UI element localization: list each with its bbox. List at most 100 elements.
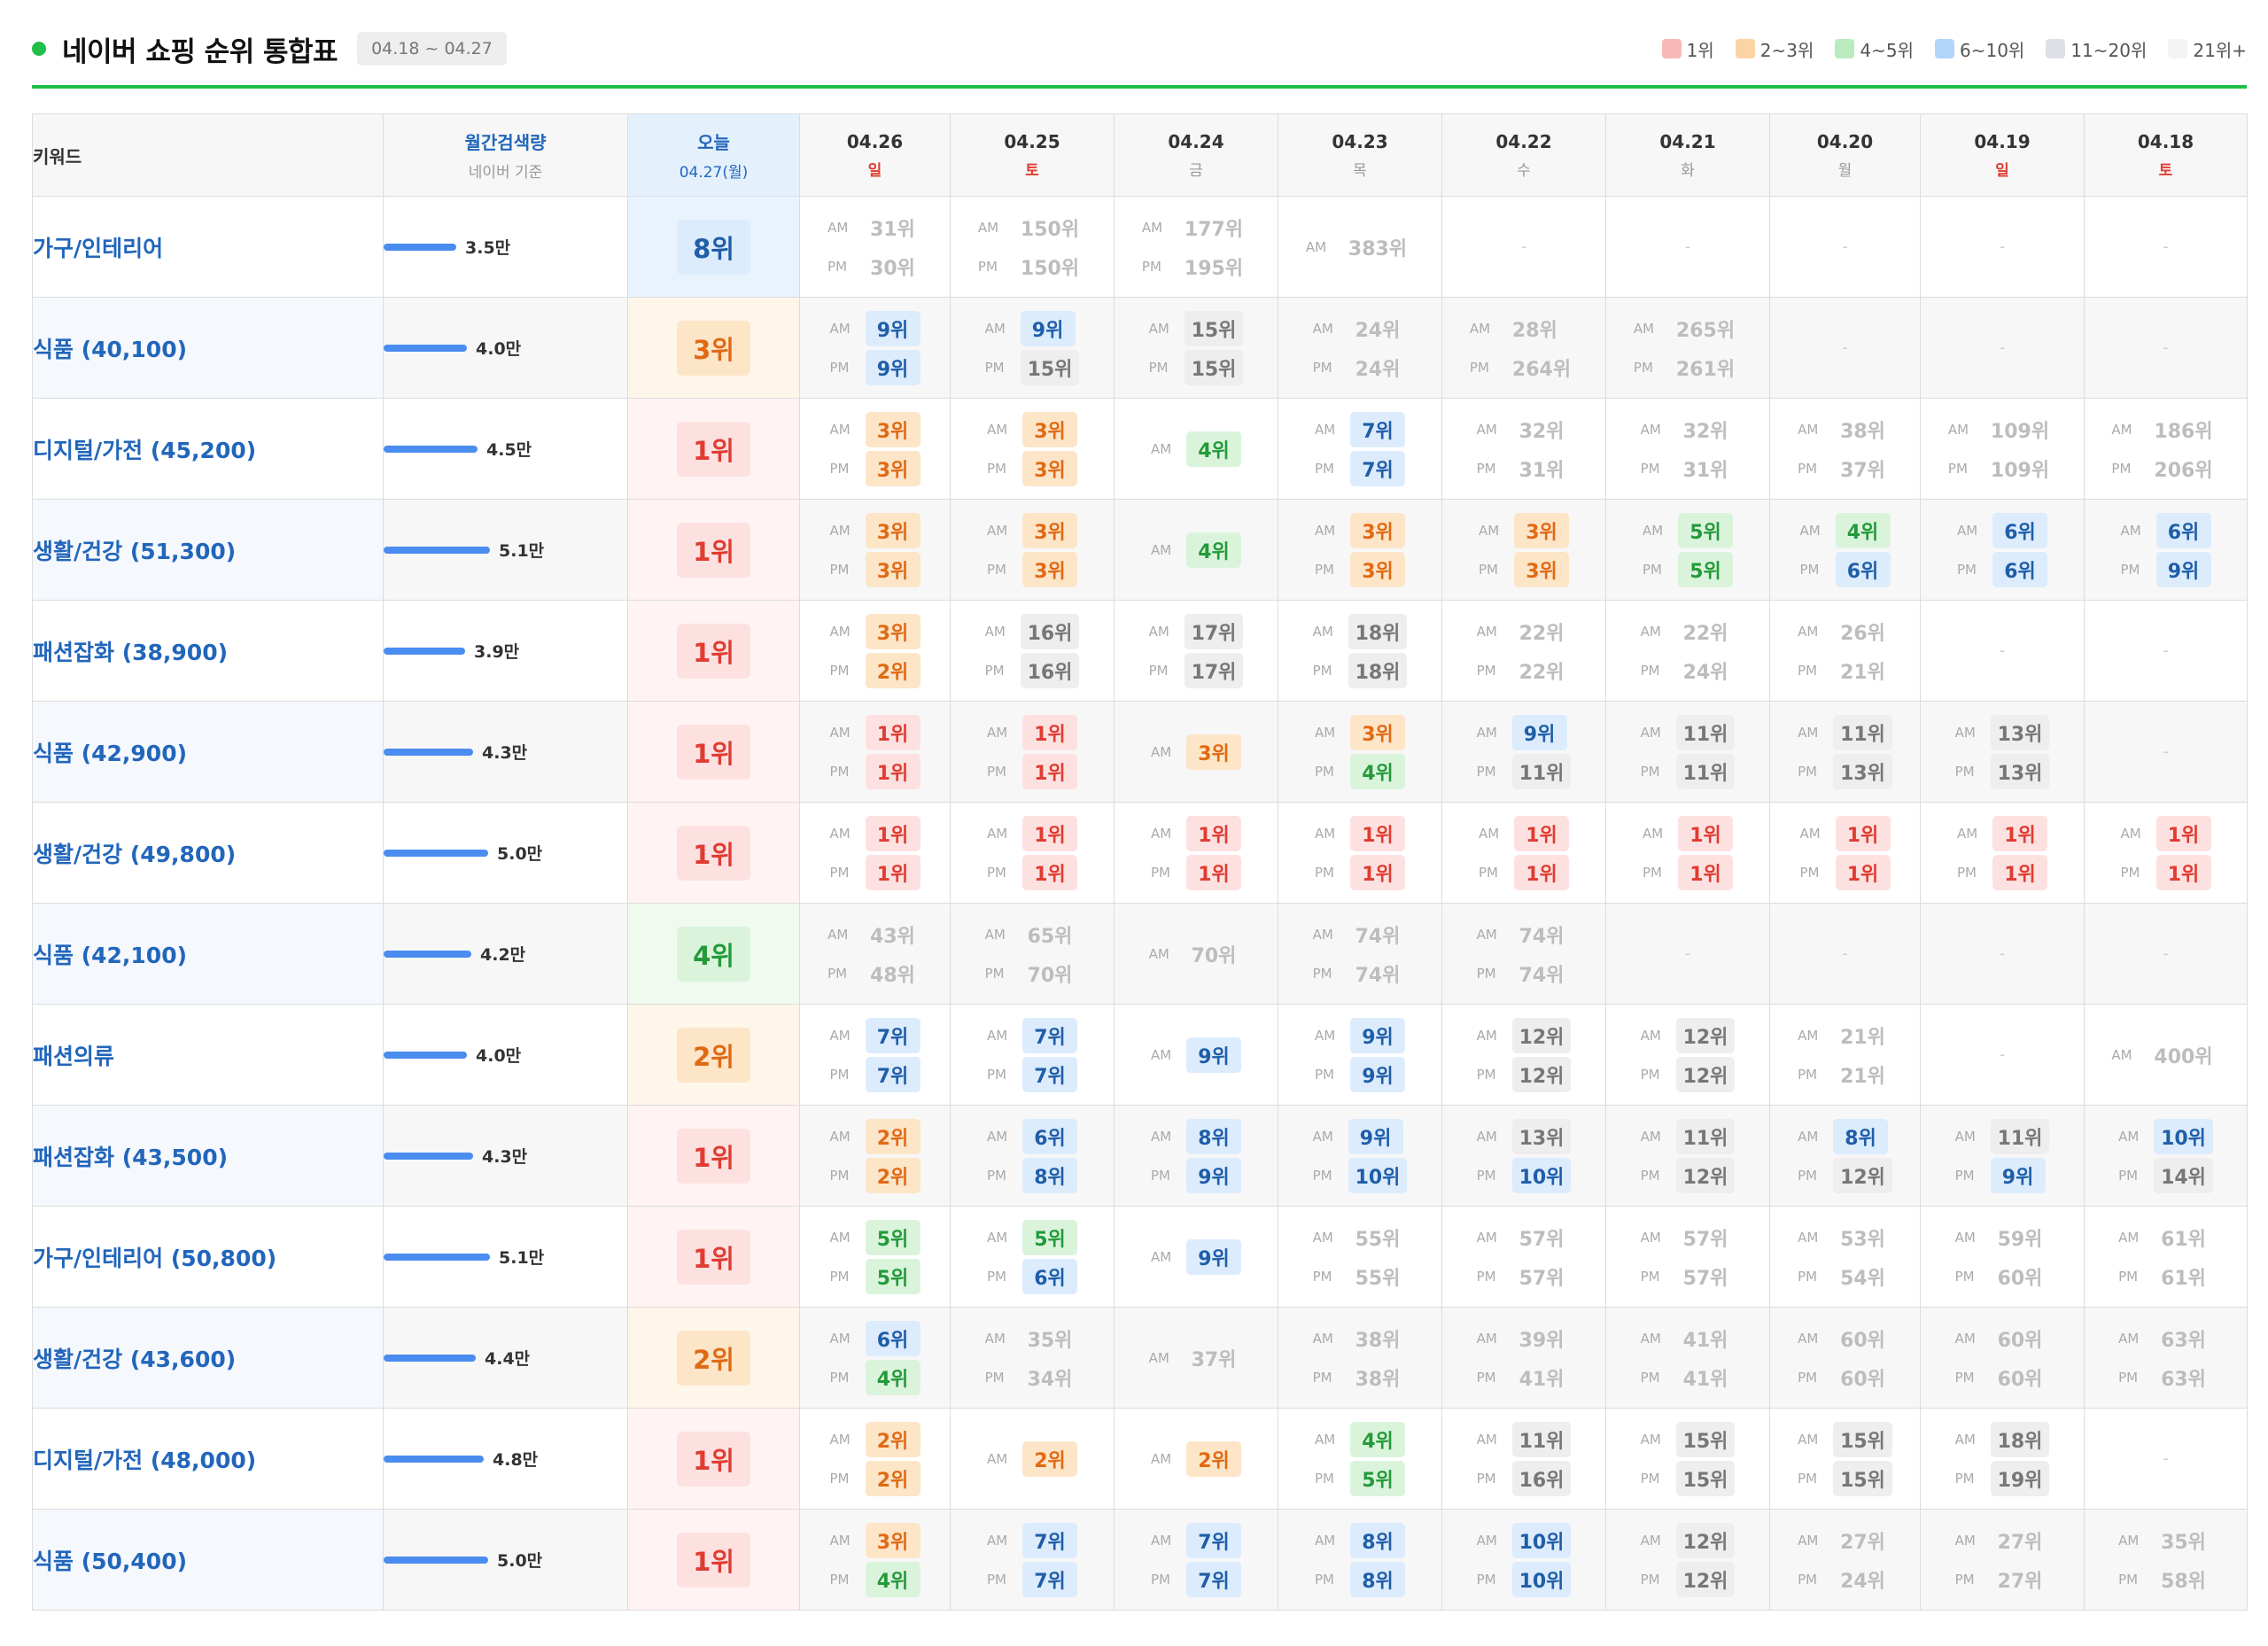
keyword-cell[interactable]: 생활/건강 (49,800) (32, 802, 384, 904)
rank-badge: 31위 (870, 218, 915, 241)
pm-label: PM (1479, 864, 1498, 881)
keyword-cell[interactable]: 가구/인테리어 (32, 196, 384, 298)
volume-column-header: 월간검색량 네이버 기준 (383, 113, 628, 197)
daily-rank-cell: AM 22위 PM 24위 (1605, 600, 1770, 702)
rank-badge: 9위 (1511, 714, 1567, 750)
rank-entry: AM 39위 (1477, 1319, 1572, 1358)
pm-label: PM (987, 763, 1006, 780)
am-label: AM (1799, 522, 1821, 539)
am-label: AM (1151, 440, 1172, 457)
rank-badge: 37위 (1191, 1348, 1237, 1371)
rank-badge: 7위 (1022, 1056, 1077, 1092)
rank-badge: 30위 (870, 257, 915, 280)
pm-label: PM (829, 662, 850, 679)
today-rank-cell: 1위 (627, 398, 800, 500)
keyword-cell[interactable]: 패션의류 (32, 1004, 384, 1106)
rank-badge: 1위 (1186, 854, 1241, 890)
rank-badge: 1위 (1022, 854, 1077, 890)
rank-pair: AM 7위 PM 7위 (987, 1016, 1077, 1094)
rank-badge: 57위 (1682, 1228, 1728, 1251)
keyword-cell[interactable]: 생활/건강 (43,600) (32, 1307, 384, 1409)
rank-badge: 9위 (1186, 1037, 1241, 1073)
pm-label: PM (1954, 1369, 1975, 1386)
keyword-cell[interactable]: 식품 (42,900) (32, 701, 384, 803)
volume-cell: 5.0만 (383, 802, 628, 904)
date-header-label: 04.21 (1659, 130, 1716, 152)
rank-pair: AM 9위 PM 15위 (985, 309, 1080, 387)
rank-badge: 9위 (1186, 1157, 1241, 1193)
pm-label: PM (2118, 1268, 2139, 1285)
keyword-cell[interactable]: 가구/인테리어 (50,800) (32, 1206, 384, 1308)
legend-label: 1위 (1686, 39, 1714, 61)
rank-badge: 3위 (865, 613, 920, 649)
rank-entry: AM 6위 (2121, 511, 2211, 550)
rank-pair: AM 7위 PM 7위 (1315, 410, 1405, 488)
keyword-cell[interactable]: 디지털/가전 (45,200) (32, 398, 384, 500)
rank-entry: PM 37위 (1798, 449, 1892, 488)
keyword-cell[interactable]: 식품 (42,100) (32, 903, 384, 1005)
rank-badge: 3위 (1350, 512, 1405, 548)
rank-entry: PM 15위 (1641, 1459, 1736, 1498)
rank-entry: PM 57위 (1477, 1257, 1572, 1296)
am-label: AM (1151, 1046, 1172, 1063)
rank-badge: 4위 (1186, 532, 1241, 568)
rank-badge: 74위 (1355, 964, 1401, 987)
pm-label: PM (1312, 359, 1332, 376)
rank-entry: AM 12위 (1641, 1521, 1736, 1560)
daily-rank-cell: AM 1위 PM 1위 (799, 701, 951, 803)
rank-pair: AM 12위 PM 12위 (1641, 1521, 1736, 1599)
daily-rank-cell: AM 11위 PM 11위 (1605, 701, 1770, 803)
rank-badge: 53위 (1840, 1228, 1885, 1251)
daily-rank-cell: AM 7위 PM 7위 (1278, 398, 1442, 500)
rank-entry: PM 3위 (987, 550, 1077, 589)
pm-label: PM (1798, 1470, 1818, 1487)
today-rank-cell: 1위 (627, 1509, 800, 1611)
rank-entry: PM 9위 (1151, 1156, 1241, 1195)
am-label: AM (1476, 926, 1497, 943)
keyword-cell[interactable]: 생활/건강 (51,300) (32, 499, 384, 601)
rank-entry: PM 19위 (1955, 1459, 2050, 1498)
am-label: AM (1312, 1229, 1333, 1246)
rank-entry: AM 1위 (987, 713, 1077, 752)
rank-badge: 150위 (1020, 218, 1080, 241)
daily-rank-cell: - (2084, 297, 2248, 399)
rank-badge: 15위 (1675, 1421, 1736, 1457)
rank-entry: AM 65위 (985, 915, 1080, 954)
rank-pair: AM 1위 PM 1위 (987, 713, 1077, 791)
rank-entry: AM 2위 (1151, 1440, 1241, 1479)
am-label: AM (1640, 724, 1661, 741)
empty-rank: - (2163, 1449, 2169, 1468)
rank-badge: 12위 (1675, 1157, 1736, 1193)
keyword-cell[interactable]: 식품 (40,100) (32, 297, 384, 399)
rank-badge: 24위 (1355, 358, 1401, 381)
rank-badge: 400위 (2154, 1045, 2213, 1068)
volume-bar (384, 445, 478, 453)
rank-badge: 54위 (1840, 1267, 1885, 1290)
am-label: AM (987, 1128, 1008, 1145)
rank-entry: PM 18위 (1313, 651, 1408, 690)
am-label: AM (1798, 1532, 1819, 1549)
am-label: AM (1476, 1532, 1497, 1549)
rank-pair: AM 150위 PM 150위 (978, 208, 1086, 286)
volume-group: 4.2만 (384, 942, 627, 966)
keyword-column-header: 키워드 (32, 113, 384, 197)
am-label: AM (1476, 1027, 1497, 1044)
keyword-cell[interactable]: 패션잡화 (43,500) (32, 1105, 384, 1207)
daily-rank-cell: AM 5위 PM 6위 (950, 1206, 1115, 1308)
keyword-cell[interactable]: 디지털/가전 (48,000) (32, 1408, 384, 1510)
keyword-cell[interactable]: 식품 (50,400) (32, 1509, 384, 1611)
rank-badge: 109위 (1990, 420, 2050, 443)
daily-rank-cell: AM 383위 (1278, 196, 1442, 298)
rank-entry: PM 24위 (1313, 348, 1408, 387)
pm-label: PM (1798, 1369, 1818, 1386)
rank-badge: 61위 (2161, 1228, 2206, 1251)
rank-badge: 58위 (2161, 1570, 2206, 1593)
volume-header-sub: 네이버 기준 (468, 164, 543, 182)
rank-badge: 3위 (865, 411, 920, 447)
daily-rank-cell: AM 32위 PM 31위 (1441, 398, 1606, 500)
legend-item: 1위 (1661, 36, 1714, 62)
empty-rank: - (2163, 944, 2169, 963)
rank-entry: AM 57위 (1641, 1218, 1736, 1257)
daily-rank-cell: AM 2위 (1114, 1408, 1278, 1510)
keyword-cell[interactable]: 패션잡화 (38,900) (32, 600, 384, 702)
